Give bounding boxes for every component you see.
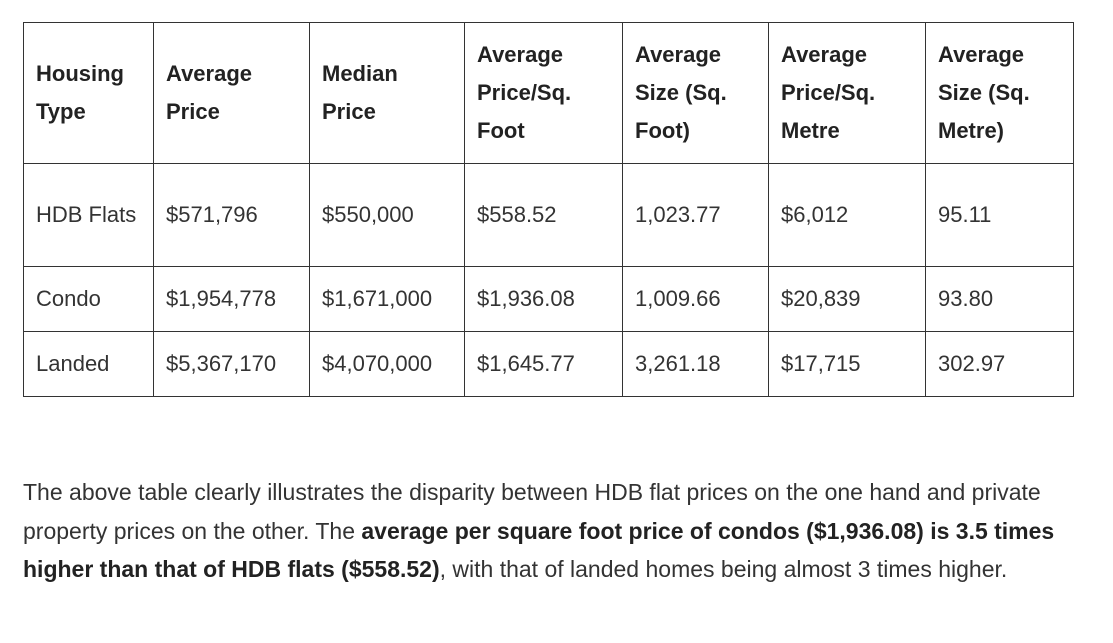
cell-average-size-sq-foot: 1,009.66: [622, 266, 769, 332]
cell-median-price: $1,671,000: [309, 266, 465, 332]
cell-median-price: $4,070,000: [309, 331, 465, 397]
cell-median-price: $550,000: [309, 163, 465, 267]
cell-average-size-sq-metre: 95.11: [925, 163, 1074, 267]
cell-average-price: $1,954,778: [153, 266, 310, 332]
cell-housing-type: Condo: [23, 266, 154, 332]
table-row: HDB Flats $571,796 $550,000 $558.52 1,02…: [23, 163, 1074, 267]
cell-average-price-sq-metre: $17,715: [768, 331, 926, 397]
summary-paragraph: The above table clearly illustrates the …: [23, 473, 1083, 589]
cell-average-price-sq-foot: $1,936.08: [464, 266, 623, 332]
cell-average-size-sq-metre: 93.80: [925, 266, 1074, 332]
cell-housing-type: HDB Flats: [23, 163, 154, 267]
cell-average-price: $5,367,170: [153, 331, 310, 397]
housing-price-table-container: Housing Type Average Price Median Price …: [23, 22, 1074, 397]
header-housing-type: Housing Type: [23, 22, 154, 164]
header-average-size-sq-foot: Average Size (Sq. Foot): [622, 22, 769, 164]
header-average-price-sq-foot: Average Price/Sq. Foot: [464, 22, 623, 164]
header-average-price-sq-metre: Average Price/Sq. Metre: [768, 22, 926, 164]
cell-average-price-sq-foot: $1,645.77: [464, 331, 623, 397]
paragraph-outro: , with that of landed homes being almost…: [439, 556, 1008, 582]
table-row: Condo $1,954,778 $1,671,000 $1,936.08 1,…: [23, 266, 1074, 332]
cell-housing-type: Landed: [23, 331, 154, 397]
cell-average-size-sq-metre: 302.97: [925, 331, 1074, 397]
cell-average-price-sq-metre: $6,012: [768, 163, 926, 267]
cell-average-price-sq-foot: $558.52: [464, 163, 623, 267]
paragraph-emphasis: average per square foot price of condos …: [23, 517, 1055, 583]
cell-average-size-sq-foot: 3,261.18: [622, 331, 769, 397]
paragraph-intro: The above table clearly illustrates the …: [23, 479, 1041, 544]
housing-price-table: Housing Type Average Price Median Price …: [23, 22, 1074, 397]
cell-average-price-sq-metre: $20,839: [768, 266, 926, 332]
header-average-price: Average Price: [153, 22, 310, 164]
header-average-size-sq-metre: Average Size (Sq. Metre): [925, 22, 1074, 164]
header-median-price: Median Price: [309, 22, 465, 164]
table-row: Landed $5,367,170 $4,070,000 $1,645.77 3…: [23, 331, 1074, 397]
cell-average-size-sq-foot: 1,023.77: [622, 163, 769, 267]
table-header-row: Housing Type Average Price Median Price …: [23, 22, 1074, 164]
cell-average-price: $571,796: [153, 163, 310, 267]
